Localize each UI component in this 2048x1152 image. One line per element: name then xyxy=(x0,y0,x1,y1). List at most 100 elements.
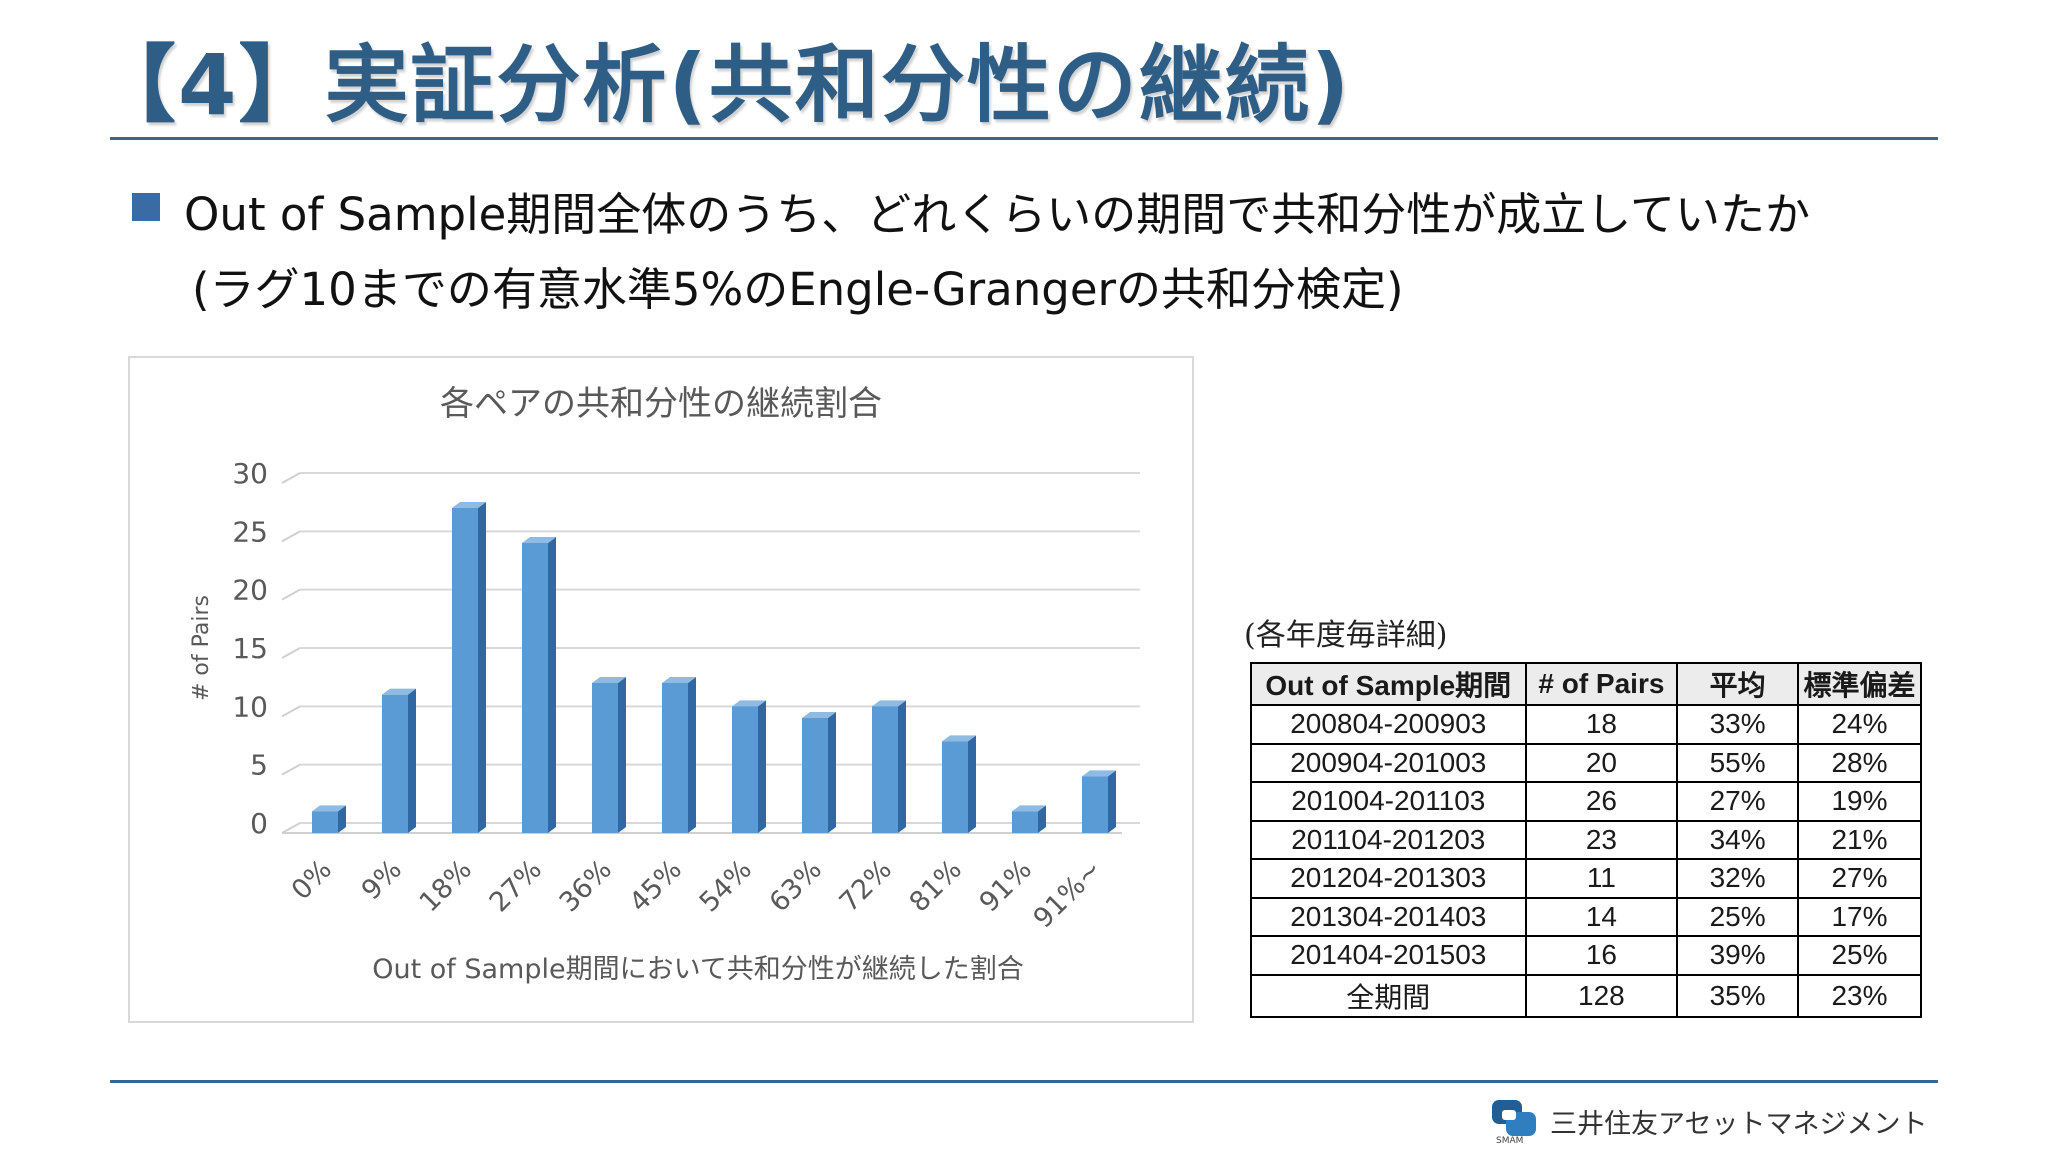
table-row: 201404-201503 16 39% 25% xyxy=(1250,935,1922,976)
cell-pairs: 23 xyxy=(1524,819,1679,860)
bar-side xyxy=(968,735,976,833)
cell-pairs: 20 xyxy=(1524,742,1679,783)
cell-pairs: 11 xyxy=(1524,858,1679,899)
y-tick-label: 15 xyxy=(232,632,268,665)
bar xyxy=(382,694,408,833)
cell-stdev: 23% xyxy=(1797,973,1922,1018)
table-row: 201004-201103 26 27% 19% xyxy=(1250,781,1922,822)
cell-mean: 35% xyxy=(1676,973,1799,1018)
bar xyxy=(1082,776,1108,833)
chart-title: 各ペアの共和分性の継続割合 xyxy=(440,384,882,424)
bar-top xyxy=(872,700,906,707)
cell-mean: 27% xyxy=(1676,781,1799,822)
cell-mean: 55% xyxy=(1676,742,1799,783)
cell-period: 200804-200903 xyxy=(1250,704,1527,745)
cell-period: 200904-201003 xyxy=(1250,742,1527,783)
cell-pairs: 14 xyxy=(1524,896,1679,937)
bar-top xyxy=(662,677,696,683)
bar-top xyxy=(732,700,766,707)
cell-stdev: 27% xyxy=(1797,858,1922,899)
cell-mean: 33% xyxy=(1676,704,1799,745)
cell-period: 201204-201303 xyxy=(1250,858,1527,899)
title-divider xyxy=(110,137,1938,140)
x-tick-label: 0% xyxy=(286,854,338,906)
bar xyxy=(1012,811,1038,833)
cell-mean: 32% xyxy=(1676,858,1799,899)
gridline-depth xyxy=(281,647,301,659)
logo-subtext: SMAM xyxy=(1496,1136,1524,1146)
bar-side xyxy=(828,712,836,833)
cell-pairs: 26 xyxy=(1524,781,1679,822)
gridline-depth xyxy=(281,588,301,601)
gridline-depth xyxy=(281,822,301,834)
x-tick-label: 63% xyxy=(764,854,828,918)
bar xyxy=(452,508,478,833)
cell-stdev: 25% xyxy=(1797,935,1922,976)
footer-divider xyxy=(110,1080,1938,1083)
y-tick-label: 0 xyxy=(250,807,268,840)
bar-side xyxy=(1038,805,1046,833)
x-tick-label: 45% xyxy=(624,854,688,918)
table-row: 200804-200903 18 33% 24% xyxy=(1250,704,1922,745)
bar-side xyxy=(338,805,346,833)
cell-period: 201104-201203 xyxy=(1250,819,1527,860)
y-tick-label: 10 xyxy=(232,690,268,723)
bar-side xyxy=(688,677,696,833)
x-axis-label: Out of Sample期間において共和分性が継続した割合 xyxy=(372,954,1024,985)
cell-period: 201304-201403 xyxy=(1250,896,1527,937)
cell-stdev: 28% xyxy=(1797,742,1922,783)
header-period: Out of Sample期間 xyxy=(1250,662,1527,706)
bar-side xyxy=(618,677,626,833)
cell-pairs: 128 xyxy=(1524,973,1679,1018)
logo-text: 三井住友アセットマネジメント xyxy=(1550,1109,1928,1140)
bar xyxy=(872,706,898,833)
table-header-row: Out of Sample期間 # of Pairs 平均 標準偏差 xyxy=(1250,662,1922,706)
y-tick-label: 20 xyxy=(232,574,268,607)
header-pairs: # of Pairs xyxy=(1524,662,1679,706)
cell-period: 201404-201503 xyxy=(1250,935,1527,976)
bar-top xyxy=(452,502,486,508)
cell-period: 全期間 xyxy=(1250,973,1527,1018)
detail-table: Out of Sample期間 # of Pairs 平均 標準偏差 20080… xyxy=(1250,662,1922,1018)
slide-title: 【4】実証分析(共和分性の継続) xyxy=(92,36,1352,134)
bar-chart: 各ペアの共和分性の継続割合 0 5 10 15 20 25 30 # of Pairs 0% 9% 1… xyxy=(189,384,1140,985)
table-caption: (各年度毎詳細) xyxy=(1244,618,1448,653)
bar-side xyxy=(478,502,486,833)
bar-top xyxy=(942,735,976,742)
bar xyxy=(592,683,618,833)
bullet-square-icon xyxy=(132,193,160,221)
bar-side xyxy=(548,537,556,833)
table-row-total: 全期間 128 35% 23% xyxy=(1250,973,1922,1018)
cell-pairs: 16 xyxy=(1524,935,1679,976)
bar xyxy=(802,718,828,833)
bar-top xyxy=(1082,770,1116,777)
cell-mean: 34% xyxy=(1676,819,1799,860)
x-tick-label: 72% xyxy=(834,854,898,918)
bullet-text-line1: Out of Sample期間全体のうち、どれくらいの期間で共和分性が成立してい… xyxy=(184,188,1810,241)
chart-panel: 各ペアの共和分性の継続割合 0 5 10 15 20 25 30 # of Pairs 0% 9% 1… xyxy=(128,356,1194,1023)
bar-top xyxy=(522,537,556,543)
y-tick-label: 5 xyxy=(250,749,268,782)
smam-logo-icon xyxy=(1492,1100,1536,1136)
cell-mean: 39% xyxy=(1676,935,1799,976)
x-tick-label: 81% xyxy=(904,854,968,918)
table-row: 201204-201303 11 32% 27% xyxy=(1250,858,1922,899)
bar-side xyxy=(408,688,416,833)
bullet-text-line2: (ラグ10までの有意水準5%のEngle-Grangerの共和分検定) xyxy=(192,263,1404,316)
x-tick-label: 18% xyxy=(414,854,478,918)
header-mean: 平均 xyxy=(1676,662,1799,706)
table-row: 200904-201003 20 55% 28% xyxy=(1250,742,1922,783)
gridline-depth xyxy=(281,763,301,776)
cell-stdev: 17% xyxy=(1797,896,1922,937)
table-row: 201104-201203 23 34% 21% xyxy=(1250,819,1922,860)
bar xyxy=(732,706,758,833)
bar-side xyxy=(758,700,766,833)
bar-top xyxy=(1012,805,1046,812)
bar-top xyxy=(312,805,346,812)
bar-top xyxy=(382,688,416,695)
bar xyxy=(312,811,338,833)
y-tick-label: 30 xyxy=(232,457,268,490)
cell-mean: 25% xyxy=(1676,896,1799,937)
y-axis-label: # of Pairs xyxy=(189,595,214,701)
x-tick-label: 9% xyxy=(356,854,408,906)
